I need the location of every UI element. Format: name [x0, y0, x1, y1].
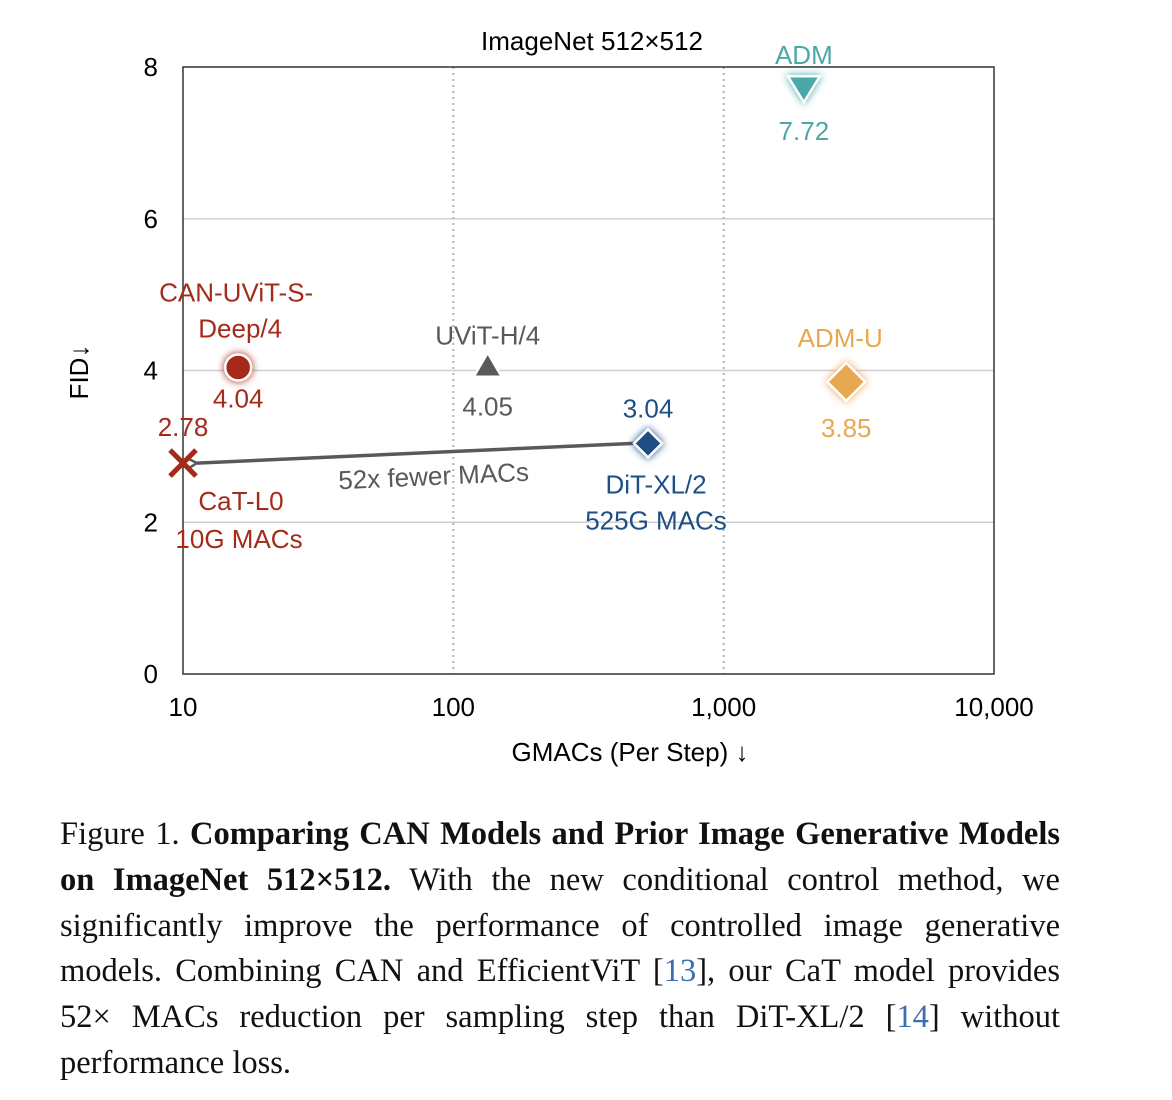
x-marker	[168, 448, 198, 478]
caption-title: Comparing CAN Models and Prior Image Gen…	[60, 816, 1060, 898]
x-tick-label: 10	[169, 692, 198, 722]
y-tick-label: 6	[144, 204, 158, 234]
data-label: 4.05	[462, 392, 513, 422]
figure-caption: Figure 1. Comparing CAN Models and Prior…	[60, 812, 1060, 1087]
triangle-up-marker	[471, 350, 504, 378]
point-name-label: 525G MACs	[585, 505, 727, 535]
y-tick-label: 0	[144, 659, 158, 689]
circle-marker	[223, 353, 253, 382]
point-name-label: ADM-U	[798, 323, 883, 353]
data-point-adm: 7.72 ADM	[775, 40, 833, 146]
data-point-can-uvit-s-deep-4: 4.04 CAN-UViT-S- Deep/4	[159, 277, 313, 413]
data-label: 7.72	[779, 116, 830, 146]
point-name-label: ADM	[775, 40, 833, 70]
point-name-label: UViT-H/4	[435, 321, 540, 351]
y-tick-label: 8	[144, 52, 158, 82]
data-points: 4.04 CAN-UViT-S- Deep/4 2.78 CaT-L0 10G MACs 4…	[158, 40, 883, 554]
chart-title: ImageNet 512×512	[481, 26, 703, 56]
y-tick-label: 4	[144, 356, 158, 386]
annotation-arrow	[197, 441, 635, 463]
point-name-label: 10G MACs	[175, 524, 302, 554]
x-tick-label: 1,000	[691, 692, 756, 722]
y-tick-label: 2	[144, 507, 158, 537]
point-name-label: CaT-L0	[198, 486, 283, 516]
citation-link[interactable]: 14	[896, 999, 929, 1036]
data-point-dit-xl-2: 3.04 DiT-XL/2 525G MACs	[585, 393, 727, 535]
citation-link[interactable]: 13	[663, 953, 697, 990]
axis-ticks: 0 2 4 6 8 10 100 1,000 10,000	[144, 52, 1034, 722]
data-point-cat-l0: 2.78 CaT-L0 10G MACs	[158, 412, 303, 554]
grid	[183, 67, 994, 674]
data-label: 3.85	[821, 413, 872, 443]
data-point-adm-u: 3.85 ADM-U	[798, 323, 883, 443]
plot-frame	[182, 66, 995, 675]
diamond-marker	[632, 427, 664, 460]
diamond-marker	[825, 361, 867, 403]
point-name-label: CAN-UViT-S-	[159, 277, 313, 307]
data-point-uvit-h-4: 4.05 UViT-H/4	[435, 321, 540, 422]
data-label: 4.04	[213, 383, 264, 413]
figure-label: Figure 1.	[60, 816, 180, 852]
x-axis-label: GMACs (Per Step) ↓	[512, 737, 749, 767]
triangle-down-marker	[785, 74, 823, 105]
y-axis-label: FID↓	[64, 345, 94, 400]
data-label: 3.04	[623, 393, 674, 423]
caption-text: ], our CaT model provides 52× MACs reduc…	[60, 953, 1060, 1036]
annotation-label: 52x fewer MACs	[338, 457, 530, 496]
x-tick-label: 10,000	[954, 692, 1034, 722]
caption-text: With the new conditional control method,…	[60, 861, 1060, 990]
point-name-label: Deep/4	[198, 313, 282, 343]
point-name-label: DiT-XL/2	[605, 469, 706, 499]
caption-text: ] without performance loss.	[60, 999, 1060, 1081]
data-label: 2.78	[158, 412, 209, 442]
fid-vs-gmacs-chart: 0 2 4 6 8 10 100 1,000 10,000 ImageNet 512×512 G…	[64, 26, 1034, 767]
x-tick-label: 100	[432, 692, 475, 722]
